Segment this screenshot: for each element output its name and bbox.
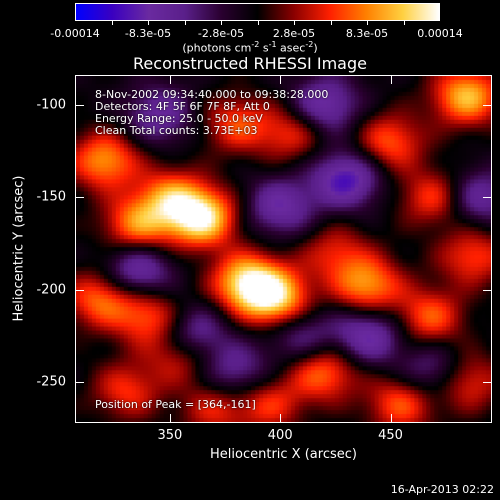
x-tick-label: 350 (157, 428, 183, 443)
colorbar-tick-label: -2.8e-05 (197, 27, 245, 40)
y-tick-mark (75, 104, 84, 106)
chart-title: Reconstructed RHESSI Image (133, 54, 367, 73)
y-tick-mark (483, 104, 492, 106)
y-tick-label: -250 (36, 374, 66, 390)
y-tick-mark (75, 289, 84, 291)
y-axis-label: Heliocentric Y (arcsec) (11, 175, 27, 322)
heatmap-image (76, 76, 491, 422)
colorbar-tick-mark (111, 21, 113, 25)
x-axis-label: Heliocentric X (arcsec) (210, 447, 357, 462)
colorbar-tick-mark (257, 21, 259, 25)
y-tick-mark (75, 197, 84, 199)
y-tick-mark (75, 382, 84, 384)
x-tick-mark (280, 75, 282, 84)
colorbar-units: (photons cm-2 s-1 asec-2) (182, 40, 318, 55)
x-tick-mark (390, 75, 392, 84)
image-plot-area: 8-Nov-2002 09:34:40.000 to 09:38:28.000 … (75, 75, 492, 423)
x-tick-label: 400 (267, 428, 293, 443)
x-tick-mark (390, 414, 392, 423)
colorbar-tick-mark (184, 21, 186, 25)
x-tick-label: 450 (378, 428, 403, 443)
y-tick-mark (483, 382, 492, 384)
x-tick-mark (169, 75, 171, 84)
y-tick-label: -150 (36, 189, 66, 205)
y-tick-mark (483, 289, 492, 291)
colorbar-tick-label: -0.00014 (50, 27, 100, 40)
colorbar-tick-mark (148, 21, 149, 25)
colorbar-tick-label: 8.3e-05 (345, 27, 389, 40)
info-peak-position: Position of Peak = [364,-161] (95, 398, 256, 411)
colorbar-tick-mark (221, 21, 222, 25)
info-clean-counts: Clean Total counts: 3.73E+03 (95, 124, 258, 137)
x-tick-mark (280, 414, 282, 423)
colorbar (75, 3, 440, 21)
colorbar-tick-label: 0.00014 (417, 27, 463, 40)
y-tick-mark (483, 197, 492, 199)
info-time-range: 8-Nov-2002 09:34:40.000 to 09:38:28.000 (95, 88, 329, 101)
info-energy-range: Energy Range: 25.0 - 50.0 keV (95, 112, 263, 125)
colorbar-tick-label: 2.8e-05 (272, 27, 316, 40)
colorbar-tick-label: -8.3e-05 (124, 27, 172, 40)
y-tick-label: -200 (36, 282, 66, 298)
colorbar-tick-mark (367, 21, 368, 25)
timestamp: 16-Apr-2013 02:22 (390, 483, 494, 496)
x-tick-mark (169, 414, 171, 423)
colorbar-tick-mark (330, 21, 332, 25)
info-detectors: Detectors: 4F 5F 6F 7F 8F, Att 0 (95, 100, 270, 113)
colorbar-tick-mark (403, 21, 405, 25)
colorbar-tick-mark (294, 21, 295, 25)
y-tick-label: -100 (36, 97, 66, 113)
